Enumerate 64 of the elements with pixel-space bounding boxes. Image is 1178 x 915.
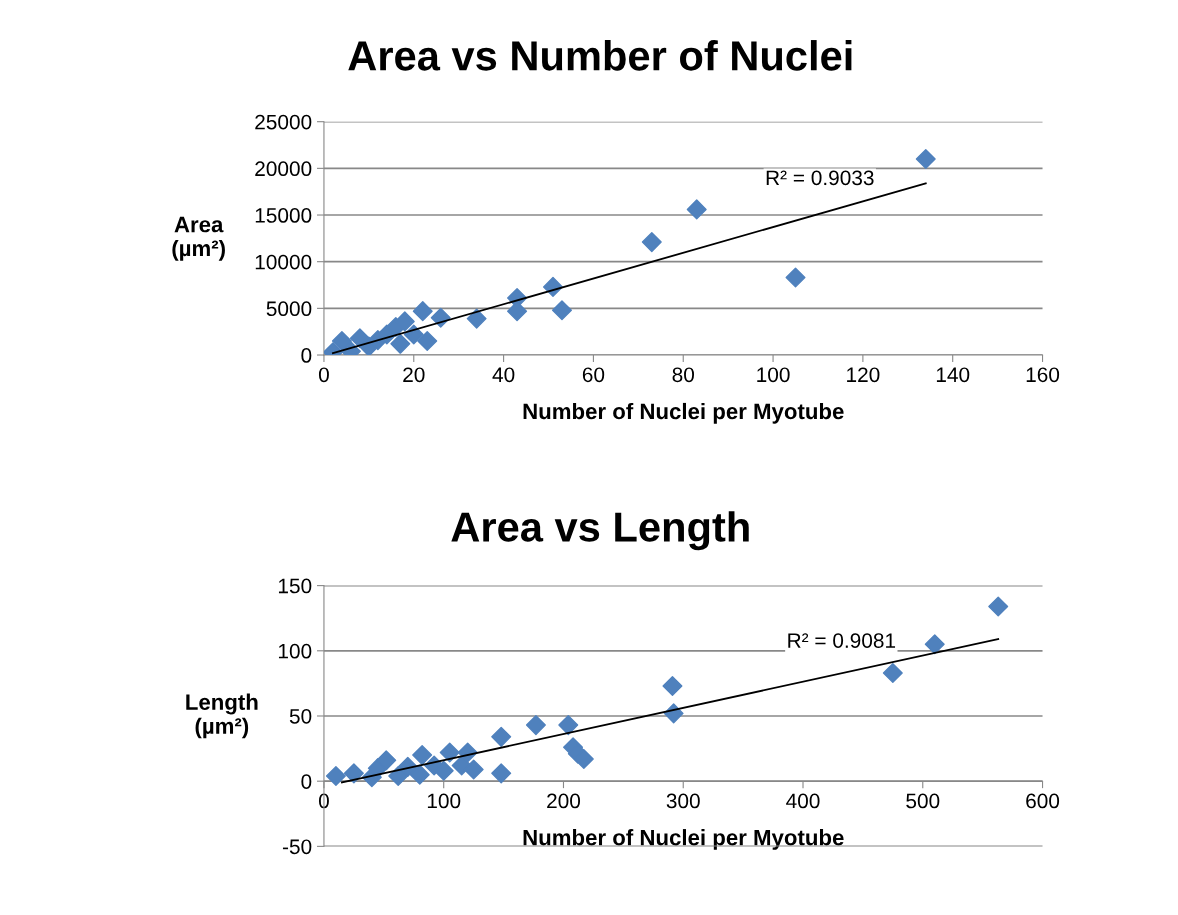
point	[551, 300, 572, 321]
point	[491, 763, 512, 784]
point	[376, 750, 397, 771]
point	[463, 759, 484, 780]
x-tick-label: 600	[1026, 793, 1060, 809]
point	[390, 333, 411, 354]
point	[924, 634, 945, 655]
chart-title: Area vs Length	[451, 511, 749, 551]
x-tick-label: 160	[1026, 367, 1060, 383]
point	[662, 675, 683, 697]
x-tick-label: 120	[847, 367, 880, 383]
point	[394, 311, 415, 332]
point	[331, 331, 352, 352]
point	[507, 301, 528, 322]
x-tick-label: 20	[403, 367, 425, 383]
point	[882, 662, 903, 683]
point	[325, 765, 346, 786]
point	[686, 199, 707, 220]
point	[343, 763, 364, 784]
x-tick-label: 500	[906, 793, 940, 809]
y-axis-title: Area (µm²)	[172, 216, 225, 261]
annotation: R² = 0.9033	[766, 170, 874, 186]
y-tick-label: 150	[278, 578, 312, 594]
point	[412, 745, 433, 766]
x-tick-label: 100	[427, 793, 461, 809]
point	[409, 764, 430, 785]
y-tick-label: 25000	[255, 114, 312, 130]
y-tick-label: 100	[278, 643, 312, 659]
y-tick-label: 20000	[255, 161, 312, 177]
y-tick-label: 15000	[255, 208, 312, 223]
x-tick-label: 300	[666, 793, 700, 809]
x-tick-label: 200	[547, 793, 581, 809]
point	[466, 308, 487, 329]
x-tick-label: 80	[672, 367, 695, 383]
y-axis-title: Length (µm²)	[186, 693, 258, 739]
x-tick-label: 400	[786, 793, 820, 809]
x-tick-label: 0	[318, 793, 329, 809]
point	[439, 742, 460, 763]
x-tick-label: 0	[318, 367, 329, 383]
y-tick-label: 50	[289, 708, 312, 724]
x-tick-label: 140	[936, 367, 970, 383]
point	[558, 715, 579, 736]
annotation: R² = 0.9081	[788, 633, 896, 648]
x-axis-title: Number of Nuclei per Myotube	[523, 402, 844, 424]
point	[525, 715, 546, 736]
y-tick-label: 0	[301, 348, 312, 363]
point	[785, 267, 806, 288]
x-axis-title: Number of Nuclei per Myotube	[523, 829, 844, 850]
point	[412, 301, 433, 322]
x-tick-label: 100	[757, 367, 790, 383]
point	[641, 232, 662, 253]
x-tick-label: 60	[582, 367, 605, 383]
point	[417, 331, 438, 352]
point	[433, 760, 454, 781]
chart-title: Area vs Number of Nuclei	[348, 40, 852, 71]
point	[988, 596, 1009, 617]
y-tick-label: 5000	[266, 301, 312, 317]
y-tick-label: 10000	[255, 254, 312, 270]
point	[573, 749, 594, 770]
y-tick-label: 0	[301, 774, 312, 789]
point	[491, 726, 512, 747]
x-tick-label: 40	[492, 367, 515, 383]
y-tick-label: -50	[282, 839, 312, 855]
point	[915, 149, 936, 170]
